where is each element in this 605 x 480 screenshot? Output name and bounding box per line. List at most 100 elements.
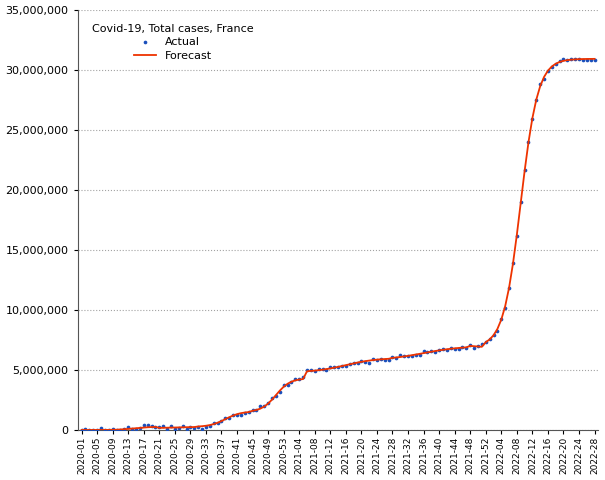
Actual <box>194 423 203 431</box>
Actual <box>427 347 436 354</box>
Actual <box>497 315 506 323</box>
Actual <box>454 346 463 353</box>
Actual <box>263 399 273 407</box>
Actual <box>516 199 526 206</box>
Actual <box>520 166 529 174</box>
Actual <box>391 354 401 362</box>
Actual <box>372 356 382 364</box>
Actual <box>182 425 191 432</box>
Actual <box>504 284 514 292</box>
Actual <box>217 417 226 425</box>
Actual <box>578 56 587 63</box>
Actual <box>100 426 110 434</box>
Line: Forecast: Forecast <box>82 59 595 430</box>
Actual <box>446 344 456 352</box>
Actual <box>524 138 534 146</box>
Actual <box>80 425 90 433</box>
Actual <box>361 359 370 366</box>
Actual <box>310 368 319 375</box>
Actual <box>481 338 491 346</box>
Actual <box>244 408 253 415</box>
Actual <box>267 394 277 401</box>
Actual <box>290 375 300 383</box>
Actual <box>260 402 269 410</box>
Actual <box>322 367 332 374</box>
Actual <box>512 232 522 240</box>
Actual <box>224 414 234 422</box>
Actual <box>279 381 289 389</box>
Actual <box>590 56 600 63</box>
Actual <box>228 411 238 419</box>
Actual <box>551 60 561 68</box>
Legend: Actual, Forecast: Actual, Forecast <box>87 18 260 66</box>
Actual <box>508 259 518 266</box>
Actual <box>131 425 141 432</box>
Actual <box>302 366 312 373</box>
Actual <box>407 352 417 360</box>
Actual <box>151 423 160 431</box>
Actual <box>96 425 106 432</box>
Actual <box>213 419 223 427</box>
Actual <box>77 426 87 434</box>
Actual <box>252 406 261 414</box>
Actual <box>582 56 592 64</box>
Actual <box>271 393 281 400</box>
Actual <box>341 362 351 370</box>
Forecast <box>401 354 408 360</box>
Actual <box>485 336 494 343</box>
Actual <box>419 347 428 355</box>
Actual <box>232 411 242 419</box>
Actual <box>469 344 479 352</box>
Actual <box>189 424 199 432</box>
Actual <box>159 422 168 430</box>
Actual <box>396 351 405 359</box>
Actual <box>205 422 215 430</box>
Actual <box>85 426 94 433</box>
Actual <box>221 415 231 422</box>
Actual <box>154 423 164 431</box>
Forecast <box>78 427 85 433</box>
Actual <box>450 346 460 353</box>
Forecast <box>113 427 120 432</box>
Actual <box>325 363 335 371</box>
Actual <box>492 327 502 335</box>
Actual <box>112 426 122 434</box>
Actual <box>236 411 246 419</box>
Actual <box>348 359 358 367</box>
Actual <box>88 426 98 434</box>
Actual <box>255 403 265 410</box>
Actual <box>139 421 149 429</box>
Actual <box>547 63 557 71</box>
Actual <box>442 346 452 353</box>
Actual <box>528 116 537 123</box>
Actual <box>403 352 413 360</box>
Actual <box>116 426 125 434</box>
Actual <box>209 420 218 427</box>
Actual <box>240 409 250 417</box>
Actual <box>314 366 324 373</box>
Actual <box>500 304 510 312</box>
Actual <box>93 426 102 434</box>
Actual <box>473 342 483 349</box>
Actual <box>146 422 156 430</box>
Actual <box>388 353 397 360</box>
Actual <box>571 55 580 63</box>
Forecast <box>572 57 579 62</box>
Actual <box>368 355 378 363</box>
Forecast <box>416 351 423 357</box>
Actual <box>539 75 549 83</box>
Actual <box>197 425 207 433</box>
Actual <box>170 425 180 432</box>
Actual <box>465 341 475 349</box>
Actual <box>162 425 172 432</box>
Forecast <box>560 58 567 64</box>
Actual <box>295 375 304 383</box>
Actual <box>108 425 117 432</box>
Actual <box>275 388 284 396</box>
Actual <box>430 348 440 356</box>
Actual <box>318 366 327 373</box>
Actual <box>586 56 595 64</box>
Actual <box>174 424 183 432</box>
Actual <box>247 407 257 414</box>
Actual <box>356 357 366 364</box>
